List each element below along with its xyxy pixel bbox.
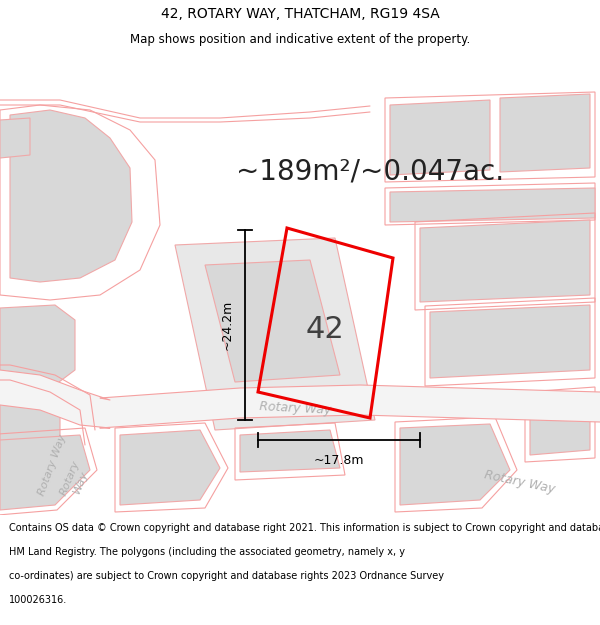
Polygon shape (120, 430, 220, 505)
Polygon shape (10, 110, 132, 282)
Polygon shape (530, 395, 590, 455)
Polygon shape (240, 430, 340, 472)
Text: 42, ROTARY WAY, THATCHAM, RG19 4SA: 42, ROTARY WAY, THATCHAM, RG19 4SA (161, 7, 439, 21)
Text: 100026316.: 100026316. (9, 595, 67, 605)
Text: Rotary Way: Rotary Way (484, 468, 557, 496)
Polygon shape (205, 260, 340, 382)
Polygon shape (390, 100, 490, 175)
Text: ~24.2m: ~24.2m (221, 300, 233, 350)
Polygon shape (0, 50, 600, 118)
Text: Contains OS data © Crown copyright and database right 2021. This information is : Contains OS data © Crown copyright and d… (9, 522, 600, 532)
Polygon shape (175, 238, 375, 430)
Text: Rotary Way: Rotary Way (259, 399, 331, 416)
Polygon shape (390, 188, 595, 222)
Polygon shape (430, 305, 590, 378)
Text: ~189m²/~0.047ac.: ~189m²/~0.047ac. (236, 158, 504, 186)
Text: co-ordinates) are subject to Crown copyright and database rights 2023 Ordnance S: co-ordinates) are subject to Crown copyr… (9, 571, 444, 581)
Text: HM Land Registry. The polygons (including the associated geometry, namely x, y: HM Land Registry. The polygons (includin… (9, 547, 405, 557)
Text: Rotary
Way: Rotary Way (58, 459, 92, 501)
Polygon shape (0, 435, 90, 510)
Text: 42: 42 (305, 316, 344, 344)
Text: Rotary Way: Rotary Way (36, 433, 68, 497)
Polygon shape (400, 424, 510, 505)
Polygon shape (500, 94, 590, 172)
Polygon shape (0, 50, 600, 515)
Polygon shape (100, 385, 600, 428)
Polygon shape (0, 370, 110, 428)
Polygon shape (420, 220, 590, 302)
Text: ~17.8m: ~17.8m (314, 454, 364, 466)
Text: Map shows position and indicative extent of the property.: Map shows position and indicative extent… (130, 32, 470, 46)
Polygon shape (0, 392, 60, 445)
Polygon shape (0, 118, 30, 158)
Polygon shape (0, 305, 75, 385)
